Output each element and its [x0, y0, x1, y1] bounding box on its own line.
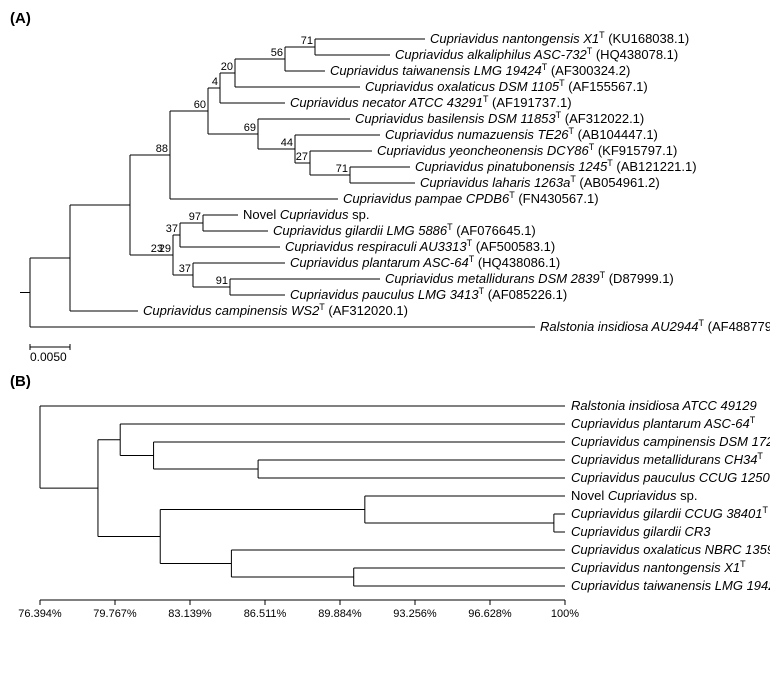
svg-text:Cupriavidus basilensis DSM 118: Cupriavidus basilensis DSM 11853T (AF312… — [355, 110, 644, 126]
phylogenetic-tree-b: Ralstonia insidiosa ATCC 49129 Cupriavidu… — [10, 390, 770, 625]
svg-text:23: 23 — [151, 243, 163, 255]
svg-text:89.884%: 89.884% — [318, 608, 362, 620]
svg-text:Cupriavidus plantarum ASC-64T: Cupriavidus plantarum ASC-64T (HQ438086.… — [290, 254, 560, 270]
svg-text:93.256%: 93.256% — [393, 608, 437, 620]
phylogenetic-tree-a: 7156204712744696088973791372923Cupriavid… — [10, 27, 770, 367]
svg-text:83.139%: 83.139% — [168, 608, 212, 620]
panel-a-label: (A) — [10, 10, 770, 27]
svg-text:27: 27 — [296, 151, 308, 163]
svg-text:Cupriavidus laharis 1263aT (AB: Cupriavidus laharis 1263aT (AB054961.2) — [420, 174, 660, 190]
svg-text:Cupriavidus numazuensis TE26T: Cupriavidus numazuensis TE26T (AB104447.… — [385, 126, 658, 142]
svg-text:Cupriavidus oxalaticus NBRC 13: Cupriavidus oxalaticus NBRC 13593T — [571, 541, 770, 557]
svg-text:Cupriavidus campinensis WS2T (: Cupriavidus campinensis WS2T (AF312020.1… — [143, 302, 408, 318]
svg-text:37: 37 — [166, 223, 178, 235]
svg-text:Cupriavidus nantongensis X1T (: Cupriavidus nantongensis X1T (KU168038.1… — [430, 30, 689, 46]
svg-text:79.767%: 79.767% — [93, 608, 137, 620]
svg-text:88: 88 — [156, 143, 168, 155]
svg-text:37: 37 — [179, 263, 191, 275]
svg-text:44: 44 — [281, 137, 293, 149]
svg-text:Cupriavidus metallidurans CH34: Cupriavidus metallidurans CH34T — [571, 451, 763, 467]
svg-text:Cupriavidus pauculus CCUG 1250: Cupriavidus pauculus CCUG 12507T — [571, 469, 770, 485]
svg-text:100%: 100% — [551, 608, 579, 620]
svg-text:Cupriavidus necator ATCC 43291: Cupriavidus necator ATCC 43291T (AF19173… — [290, 94, 572, 110]
svg-text:Cupriavidus oxalaticus DSM 110: Cupriavidus oxalaticus DSM 1105T (AF1555… — [365, 78, 648, 94]
svg-text:Cupriavidus pampae CPDB6T (FN4: Cupriavidus pampae CPDB6T (FN430567.1) — [343, 190, 599, 206]
svg-text:Cupriavidus respiraculi AU3313: Cupriavidus respiraculi AU3313T (AF50058… — [285, 238, 555, 254]
svg-text:Novel Cupriavidus sp.: Novel Cupriavidus sp. — [243, 207, 369, 222]
panel-b-label: (B) — [10, 373, 770, 390]
svg-text:97: 97 — [189, 211, 201, 223]
svg-text:Cupriavidus campinensis DSM 17: Cupriavidus campinensis DSM 17293T — [571, 433, 770, 449]
svg-text:71: 71 — [336, 163, 348, 175]
svg-text:Cupriavidus gilardii LMG 5886T: Cupriavidus gilardii LMG 5886T (AF076645… — [273, 222, 536, 238]
svg-text:86.511%: 86.511% — [244, 608, 287, 620]
svg-text:76.394%: 76.394% — [18, 608, 62, 620]
svg-text:Cupriavidus plantarum ASC-64T: Cupriavidus plantarum ASC-64T — [571, 415, 756, 431]
svg-text:Cupriavidus taiwanensis LMG 19: Cupriavidus taiwanensis LMG 19424T — [571, 577, 770, 593]
svg-text:Cupriavidus alkaliphilus ASC-7: Cupriavidus alkaliphilus ASC-732T (HQ438… — [395, 46, 678, 62]
svg-text:Cupriavidus pauculus LMG 3413T: Cupriavidus pauculus LMG 3413T (AF085226… — [290, 286, 567, 302]
svg-text:60: 60 — [194, 99, 206, 111]
svg-text:Cupriavidus yeoncheonensis DCY: Cupriavidus yeoncheonensis DCY86T (KF915… — [377, 142, 677, 158]
svg-text:4: 4 — [212, 76, 218, 88]
svg-text:Cupriavidus taiwanensis LMG 19: Cupriavidus taiwanensis LMG 19424T (AF30… — [330, 62, 630, 78]
svg-text:Cupriavidus metallidurans DSM: Cupriavidus metallidurans DSM 2839T (D87… — [385, 270, 674, 286]
svg-text:Ralstonia insidiosa AU2944T (A: Ralstonia insidiosa AU2944T (AF488779.1) — [540, 318, 770, 334]
svg-text:69: 69 — [244, 122, 256, 134]
svg-text:20: 20 — [221, 61, 233, 73]
svg-text:91: 91 — [216, 275, 228, 287]
svg-text:Cupriavidus pinatubonensis 124: Cupriavidus pinatubonensis 1245T (AB1212… — [415, 158, 697, 174]
svg-text:Ralstonia insidiosa ATCC 49129: Ralstonia insidiosa ATCC 49129 — [571, 398, 757, 413]
svg-text:Cupriavidus gilardii CCUG 3840: Cupriavidus gilardii CCUG 38401T — [571, 505, 768, 521]
svg-text:0.0050: 0.0050 — [30, 350, 67, 364]
svg-text:Cupriavidus nantongensis X1T: Cupriavidus nantongensis X1T — [571, 559, 746, 575]
svg-text:Novel Cupriavidus sp.: Novel Cupriavidus sp. — [571, 488, 697, 503]
svg-text:56: 56 — [271, 47, 283, 59]
svg-text:71: 71 — [301, 35, 313, 47]
svg-text:96.628%: 96.628% — [468, 608, 512, 620]
svg-text:Cupriavidus gilardii CR3: Cupriavidus gilardii CR3 — [571, 524, 711, 539]
